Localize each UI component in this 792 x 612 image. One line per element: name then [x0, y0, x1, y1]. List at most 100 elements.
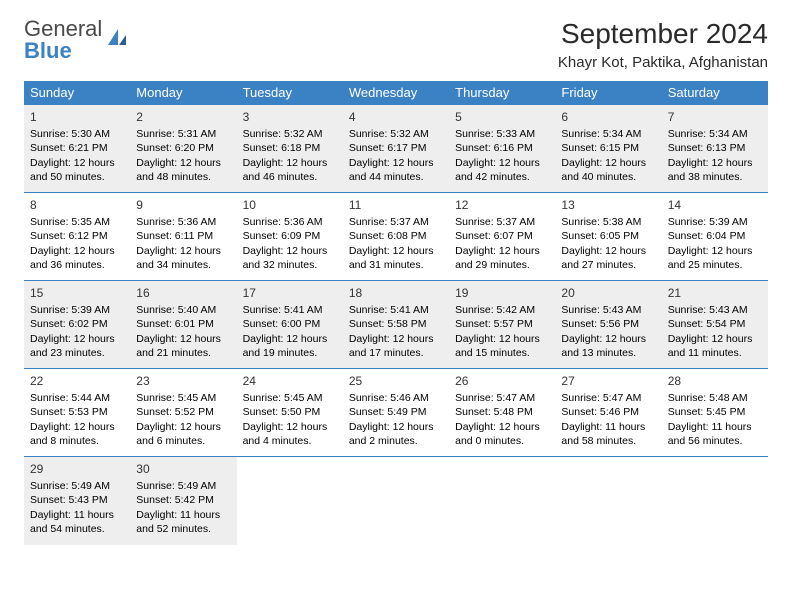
- weekday-header: Thursday: [449, 81, 555, 105]
- sunset-line: Sunset: 6:18 PM: [243, 141, 337, 155]
- day-number: 28: [668, 373, 762, 389]
- sunset-line: Sunset: 6:07 PM: [455, 229, 549, 243]
- calendar-cell: 13 Sunrise: 5:38 AMSunset: 6:05 PMDayligh…: [555, 193, 661, 281]
- calendar-cell: 4Sunrise: 5:32 AMSunset: 6:17 PMDaylight…: [343, 105, 449, 193]
- day-number: 10: [243, 197, 337, 213]
- day-number: 12: [455, 197, 549, 213]
- logo-line2: Blue: [24, 40, 102, 62]
- day-number: 6: [561, 109, 655, 125]
- sunset-line: Sunset: 6:11 PM: [136, 229, 230, 243]
- sunrise-line: Sunrise: 5:43 AM: [668, 303, 762, 317]
- sunrise-line: Sunrise: 5:45 AM: [136, 391, 230, 405]
- calendar-cell: 15Sunrise: 5:39 AMSunset: 6:02 PMDayligh…: [24, 281, 130, 369]
- sunset-line: Sunset: 5:57 PM: [455, 317, 549, 331]
- day-number: 11: [349, 197, 443, 213]
- sunset-line: Sunset: 5:49 PM: [349, 405, 443, 419]
- title-block: September 2024 Khayr Kot, Paktika, Afgha…: [558, 18, 768, 71]
- sunset-line: Sunset: 6:05 PM: [561, 229, 655, 243]
- weekday-header: Saturday: [662, 81, 768, 105]
- calendar-cell: 17 Sunrise: 5:41 AMSunset: 6:00 PMDayligh…: [237, 281, 343, 369]
- day-number: 29: [30, 461, 124, 477]
- sunset-line: Sunset: 6:17 PM: [349, 141, 443, 155]
- logo: General Blue: [24, 18, 128, 62]
- calendar-cell-empty: [237, 457, 343, 545]
- sunset-line: Sunset: 5:42 PM: [136, 493, 230, 507]
- daylight-line: Daylight: 12 hours and 23 minutes.: [30, 332, 124, 360]
- calendar-cell: 21Sunrise: 5:43 AMSunset: 5:54 PMDayligh…: [662, 281, 768, 369]
- sunrise-line: Sunrise: 5:43 AM: [561, 303, 655, 317]
- day-number: 23: [136, 373, 230, 389]
- calendar-cell: 30Sunrise: 5:49 AMSunset: 5:42 PMDayligh…: [130, 457, 236, 545]
- day-number: 17: [243, 285, 337, 301]
- calendar-cell: 5Sunrise: 5:33 AMSunset: 6:16 PMDaylight…: [449, 105, 555, 193]
- day-number: 7: [668, 109, 762, 125]
- day-number: 26: [455, 373, 549, 389]
- calendar-table: SundayMondayTuesdayWednesdayThursdayFrid…: [24, 81, 768, 545]
- calendar-row: 29 Sunrise: 5:49 AMSunset: 5:43 PMDayligh…: [24, 457, 768, 545]
- calendar-row: 22Sunrise: 5:44 AMSunset: 5:53 PMDayligh…: [24, 369, 768, 457]
- sunrise-line: Sunrise: 5:35 AM: [30, 215, 124, 229]
- sunrise-line: Sunrise: 5:42 AM: [455, 303, 549, 317]
- sunrise-line: Sunrise: 5:46 AM: [349, 391, 443, 405]
- sunset-line: Sunset: 6:00 PM: [243, 317, 337, 331]
- sunset-line: Sunset: 5:48 PM: [455, 405, 549, 419]
- daylight-line: Daylight: 12 hours and 46 minutes.: [243, 156, 337, 184]
- day-number: 14: [668, 197, 762, 213]
- calendar-cell: 6Sunrise: 5:34 AMSunset: 6:15 PMDaylight…: [555, 105, 661, 193]
- day-number: 5: [455, 109, 549, 125]
- day-number: 13: [561, 197, 655, 213]
- weekday-header: Monday: [130, 81, 236, 105]
- sunset-line: Sunset: 5:54 PM: [668, 317, 762, 331]
- calendar-cell-empty: [662, 457, 768, 545]
- sunrise-line: Sunrise: 5:32 AM: [349, 127, 443, 141]
- sunrise-line: Sunrise: 5:38 AM: [561, 215, 655, 229]
- daylight-line: Daylight: 12 hours and 32 minutes.: [243, 244, 337, 272]
- sunrise-line: Sunrise: 5:39 AM: [668, 215, 762, 229]
- day-number: 24: [243, 373, 337, 389]
- daylight-line: Daylight: 12 hours and 42 minutes.: [455, 156, 549, 184]
- daylight-line: Daylight: 11 hours and 54 minutes.: [30, 508, 124, 536]
- sunset-line: Sunset: 5:50 PM: [243, 405, 337, 419]
- calendar-cell: 12Sunrise: 5:37 AMSunset: 6:07 PMDayligh…: [449, 193, 555, 281]
- daylight-line: Daylight: 12 hours and 34 minutes.: [136, 244, 230, 272]
- sunrise-line: Sunrise: 5:34 AM: [668, 127, 762, 141]
- calendar-body: 1Sunrise: 5:30 AMSunset: 6:21 PMDaylight…: [24, 105, 768, 545]
- sunset-line: Sunset: 6:16 PM: [455, 141, 549, 155]
- calendar-cell: 9Sunrise: 5:36 AMSunset: 6:11 PMDaylight…: [130, 193, 236, 281]
- daylight-line: Daylight: 11 hours and 58 minutes.: [561, 420, 655, 448]
- daylight-line: Daylight: 12 hours and 31 minutes.: [349, 244, 443, 272]
- header: General Blue September 2024 Khayr Kot, P…: [24, 18, 768, 71]
- day-number: 21: [668, 285, 762, 301]
- day-number: 30: [136, 461, 230, 477]
- calendar-cell: 28Sunrise: 5:48 AMSunset: 5:45 PMDayligh…: [662, 369, 768, 457]
- daylight-line: Daylight: 12 hours and 8 minutes.: [30, 420, 124, 448]
- sunset-line: Sunset: 6:13 PM: [668, 141, 762, 155]
- sunrise-line: Sunrise: 5:47 AM: [455, 391, 549, 405]
- daylight-line: Daylight: 12 hours and 27 minutes.: [561, 244, 655, 272]
- daylight-line: Daylight: 12 hours and 19 minutes.: [243, 332, 337, 360]
- sunrise-line: Sunrise: 5:37 AM: [455, 215, 549, 229]
- sunrise-line: Sunrise: 5:48 AM: [668, 391, 762, 405]
- sunset-line: Sunset: 6:12 PM: [30, 229, 124, 243]
- daylight-line: Daylight: 11 hours and 56 minutes.: [668, 420, 762, 448]
- calendar-cell: 2Sunrise: 5:31 AMSunset: 6:20 PMDaylight…: [130, 105, 236, 193]
- daylight-line: Daylight: 12 hours and 44 minutes.: [349, 156, 443, 184]
- daylight-line: Daylight: 12 hours and 36 minutes.: [30, 244, 124, 272]
- day-number: 2: [136, 109, 230, 125]
- sunrise-line: Sunrise: 5:36 AM: [136, 215, 230, 229]
- calendar-cell: 19Sunrise: 5:42 AMSunset: 5:57 PMDayligh…: [449, 281, 555, 369]
- sunset-line: Sunset: 6:02 PM: [30, 317, 124, 331]
- logo-line1: General: [24, 18, 102, 40]
- calendar-cell: 29 Sunrise: 5:49 AMSunset: 5:43 PMDayligh…: [24, 457, 130, 545]
- daylight-line: Daylight: 12 hours and 38 minutes.: [668, 156, 762, 184]
- calendar-cell: 11Sunrise: 5:37 AMSunset: 6:08 PMDayligh…: [343, 193, 449, 281]
- calendar-cell: 14Sunrise: 5:39 AMSunset: 6:04 PMDayligh…: [662, 193, 768, 281]
- day-number: 1: [30, 109, 124, 125]
- sunrise-line: Sunrise: 5:41 AM: [243, 303, 337, 317]
- sunset-line: Sunset: 5:43 PM: [30, 493, 124, 507]
- sunrise-line: Sunrise: 5:49 AM: [30, 479, 124, 493]
- calendar-row: 1Sunrise: 5:30 AMSunset: 6:21 PMDaylight…: [24, 105, 768, 193]
- day-number: 22: [30, 373, 124, 389]
- weekday-header-row: SundayMondayTuesdayWednesdayThursdayFrid…: [24, 81, 768, 105]
- sunrise-line: Sunrise: 5:44 AM: [30, 391, 124, 405]
